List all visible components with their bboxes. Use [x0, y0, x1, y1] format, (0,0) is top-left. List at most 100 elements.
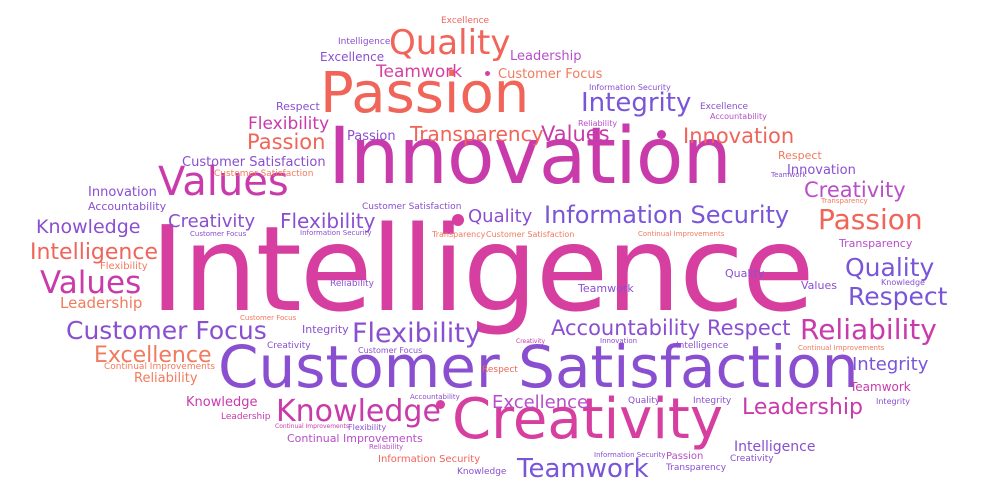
word-information-security-mid: Information Security — [300, 229, 372, 237]
word-continual-improvements-right: Continual Improvements — [798, 344, 885, 352]
word-accountability-tiny: Accountability — [410, 393, 460, 401]
word-quality-mid: Quality — [725, 267, 765, 280]
decorative-dot — [657, 130, 666, 139]
word-intelligence-main: Intelligence — [150, 200, 815, 338]
word-leadership-left: Leadership — [60, 294, 143, 312]
word-respect-tiny: Respect — [778, 149, 822, 162]
word-information-security-tiny: Information Security — [589, 83, 671, 92]
word-customer-focus-tiny2: Customer Focus — [358, 346, 423, 355]
word-customer-focus-tiny: Customer Focus — [190, 230, 247, 238]
word-knowledge-lower: Knowledge — [276, 394, 441, 429]
word-information-security-tiny2: Information Security — [594, 451, 666, 459]
word-quality-right: Quality — [845, 253, 935, 282]
word-customer-satisfaction-mid2: Customer Satisfaction — [486, 230, 575, 239]
word-passion-bottom: Passion — [666, 451, 704, 462]
word-transparency-bottom: Transparency — [666, 463, 727, 473]
word-innovation-tiny: Innovation — [600, 337, 638, 345]
word-creativity-bottom: Creativity — [730, 454, 774, 464]
word-teamwork-tiny: Teamwork — [771, 171, 807, 179]
word-continual-improvements-bottom: Continual Improvements — [287, 432, 423, 445]
word-transparency-mid: Transparency — [432, 230, 486, 239]
word-passion-left: Passion — [247, 130, 326, 154]
decorative-dot — [485, 71, 490, 76]
word-customer-satisfaction-tiny: Customer Satisfaction — [214, 169, 314, 179]
word-flexibility-tiny2: Flexibility — [348, 423, 387, 432]
word-accountability-left: Accountability — [88, 200, 167, 213]
word-continual-improvements-left: Continual Improvements — [104, 362, 216, 372]
word-teamwork-bottom: Teamwork — [517, 454, 649, 484]
word-values-big: Values — [158, 159, 289, 205]
word-continual-improvements-tiny: Continual Improvements — [275, 423, 350, 430]
word-accountability-mid: Accountability — [551, 316, 701, 340]
word-passion-right: Passion — [818, 203, 923, 236]
word-intelligence-left: Intelligence — [30, 240, 159, 265]
word-excellence-tiny: Excellence — [441, 16, 490, 26]
word-knowledge-small: Knowledge — [186, 395, 258, 410]
word-excellence-left: Excellence — [94, 343, 212, 368]
word-customer-satisfaction-left: Customer Satisfaction — [182, 155, 326, 170]
word-flexibility-small: Flexibility — [280, 209, 376, 233]
word-excellence-right: Excellence — [700, 102, 749, 112]
word-respect-small: Respect — [482, 365, 518, 375]
word-customer-focus-top: Customer Focus — [498, 67, 603, 82]
word-teamwork-top: Teamwork — [376, 62, 463, 82]
word-respect-right: Respect — [848, 282, 948, 311]
word-knowledge-bottom: Knowledge — [457, 467, 507, 477]
word-flexibility-tiny: Flexibility — [100, 261, 148, 272]
word-creativity-tiny: Creativity — [267, 341, 311, 351]
word-transparency-right: Transparency — [839, 237, 913, 250]
decorative-dot — [436, 400, 445, 409]
word-reliability-tiny3: Reliability — [578, 119, 618, 128]
word-reliability-tiny2: Reliability — [369, 443, 404, 451]
word-creativity-main: Creativity — [452, 387, 723, 452]
word-leadership-right: Leadership — [742, 395, 863, 420]
word-flexibility-left: Flexibility — [248, 114, 330, 134]
word-values-left: Values — [40, 265, 142, 301]
word-reliability-right: Reliability — [800, 313, 937, 346]
word-leadership-top: Leadership — [510, 49, 582, 64]
word-innovation-tiny2: Innovation — [787, 163, 856, 178]
decorative-dot — [452, 214, 464, 226]
word-quality-top: Quality — [389, 23, 511, 63]
word-creativity-tiny2: Creativity — [516, 338, 546, 345]
word-respect-mid: Respect — [707, 316, 791, 340]
word-respect-left: Respect — [276, 100, 320, 113]
word-intelligence-bottom: Intelligence — [734, 439, 816, 455]
word-intelligence-mid: Intelligence — [676, 341, 729, 351]
word-teamwork-right: Teamwork — [850, 380, 911, 394]
word-reliability-left: Reliability — [134, 371, 198, 386]
word-passion-small: Passion — [347, 129, 396, 144]
word-quality-tiny: Quality — [628, 396, 661, 406]
word-quality-small: Quality — [468, 206, 533, 227]
word-passion-main: Passion — [320, 61, 530, 126]
word-customer-satisfaction-mid: Customer Satisfaction — [362, 202, 462, 212]
word-customer-focus: Customer Focus — [66, 316, 267, 345]
word-continual-improvements-mid: Continual Improvements — [638, 230, 725, 238]
word-values-right: Values — [801, 279, 837, 292]
word-integrity-mid: Integrity — [302, 323, 349, 336]
word-values-top: Values — [541, 122, 610, 146]
word-intelligence-tiny: Intelligence — [338, 37, 391, 47]
word-innovation-right: Innovation — [683, 124, 795, 148]
word-integrity-top: Integrity — [581, 88, 692, 118]
word-knowledge-right: Knowledge — [881, 278, 925, 287]
word-innovation-left: Innovation — [88, 185, 157, 200]
word-integrity-tiny: Integrity — [876, 397, 910, 406]
word-reliability-tiny: Reliability — [330, 279, 374, 289]
word-knowledge-left: Knowledge — [36, 216, 141, 238]
word-transparency-top: Transparency — [410, 122, 544, 146]
word-leadership-tiny: Leadership — [221, 412, 271, 422]
word-excellence-top: Excellence — [320, 50, 385, 64]
word-creativity-left: Creativity — [168, 211, 256, 232]
word-teamwork-mid: Teamwork — [578, 282, 634, 295]
word-integrity-small: Integrity — [693, 396, 732, 406]
word-transparency-tiny: Transparency — [821, 197, 868, 205]
word-customer-focus-left: Customer Focus — [240, 314, 297, 322]
word-flexibility-mid: Flexibility — [352, 318, 481, 349]
word-customer-satisfaction-main: Customer Satisfaction — [218, 333, 859, 401]
word-creativity-right: Creativity — [804, 178, 906, 202]
word-information-security: Information Security — [544, 201, 790, 229]
word-excellence-bottom: Excellence — [492, 392, 589, 413]
word-information-security-bottom: Information Security — [378, 454, 481, 465]
